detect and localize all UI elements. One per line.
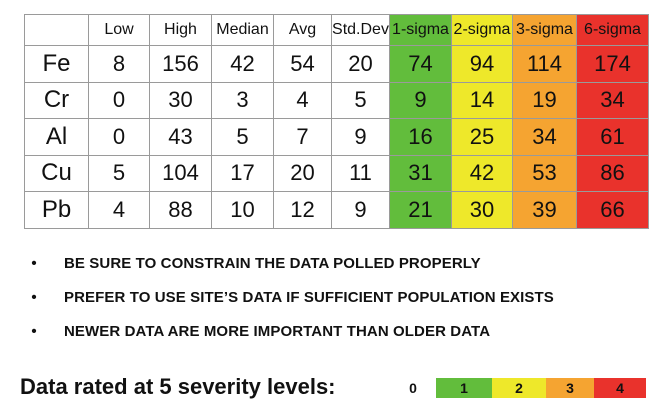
table-header-row: Low High Median Avg Std.Dev 1-sigma 2-si… [24, 14, 649, 46]
header-stddev: Std.Dev [331, 14, 390, 46]
high-cell: 88 [149, 191, 212, 229]
sigma2-cell: 14 [451, 81, 513, 119]
stddev-cell: 20 [331, 45, 390, 83]
sigma6-cell: 86 [576, 154, 649, 192]
bullet-icon: • [31, 255, 37, 272]
sigma3-cell: 34 [512, 118, 577, 156]
sigma6-cell: 66 [576, 191, 649, 229]
severity-level-0: 0 [409, 380, 417, 396]
stddev-cell: 9 [331, 191, 390, 229]
stddev-cell: 5 [331, 81, 390, 119]
median-cell: 17 [211, 154, 274, 192]
sigma2-cell: 25 [451, 118, 513, 156]
notes-list: • BE SURE TO CONSTRAIN THE DATA POLLED P… [28, 250, 648, 352]
low-cell: 8 [88, 45, 150, 83]
table-row: Cu 5 104 17 20 11 31 42 53 86 [24, 154, 649, 192]
high-cell: 104 [149, 154, 212, 192]
sigma2-cell: 42 [451, 154, 513, 192]
header-high: High [149, 14, 212, 46]
note-text: PREFER TO USE SITE’S DATA IF SUFFICIENT … [64, 289, 554, 306]
low-cell: 4 [88, 191, 150, 229]
low-cell: 5 [88, 154, 150, 192]
avg-cell: 54 [273, 45, 332, 83]
note-text: BE SURE TO CONSTRAIN THE DATA POLLED PRO… [64, 255, 481, 272]
sigma1-cell: 16 [389, 118, 452, 156]
header-low: Low [88, 14, 150, 46]
avg-cell: 7 [273, 118, 332, 156]
header-avg: Avg [273, 14, 332, 46]
statistics-table: Low High Median Avg Std.Dev 1-sigma 2-si… [24, 14, 649, 229]
avg-cell: 4 [273, 81, 332, 119]
median-cell: 5 [211, 118, 274, 156]
sigma1-cell: 9 [389, 81, 452, 119]
header-1-sigma: 1-sigma [389, 14, 452, 46]
high-cell: 30 [149, 81, 212, 119]
table-row: Al 0 43 5 7 9 16 25 34 61 [24, 118, 649, 156]
sigma1-cell: 74 [389, 45, 452, 83]
stddev-cell: 9 [331, 118, 390, 156]
element-cell: Cr [24, 81, 89, 119]
median-cell: 10 [211, 191, 274, 229]
avg-cell: 20 [273, 154, 332, 192]
low-cell: 0 [88, 81, 150, 119]
high-cell: 156 [149, 45, 212, 83]
element-cell: Fe [24, 45, 89, 83]
header-6-sigma: 6-sigma [576, 14, 649, 46]
bullet-icon: • [31, 289, 37, 306]
sigma3-cell: 19 [512, 81, 577, 119]
sigma3-cell: 39 [512, 191, 577, 229]
sigma2-cell: 30 [451, 191, 513, 229]
severity-level-2: 2 [492, 378, 546, 398]
sigma1-cell: 31 [389, 154, 452, 192]
low-cell: 0 [88, 118, 150, 156]
header-median: Median [211, 14, 274, 46]
high-cell: 43 [149, 118, 212, 156]
note-text: NEWER DATA ARE MORE IMPORTANT THAN OLDER… [64, 323, 491, 340]
sigma6-cell: 174 [576, 45, 649, 83]
element-cell: Pb [24, 191, 89, 229]
sigma3-cell: 114 [512, 45, 577, 83]
header-3-sigma: 3-sigma [512, 14, 577, 46]
median-cell: 42 [211, 45, 274, 83]
element-cell: Al [24, 118, 89, 156]
list-item: • PREFER TO USE SITE’S DATA IF SUFFICIEN… [28, 284, 648, 318]
sigma6-cell: 34 [576, 81, 649, 119]
element-cell: Cu [24, 154, 89, 192]
sigma3-cell: 53 [512, 154, 577, 192]
stddev-cell: 11 [331, 154, 390, 192]
severity-level-1: 1 [436, 378, 492, 398]
header-2-sigma: 2-sigma [451, 14, 513, 46]
median-cell: 3 [211, 81, 274, 119]
severity-level-3: 3 [546, 378, 594, 398]
severity-legend-title: Data rated at 5 severity levels: [20, 374, 336, 399]
severity-level-4: 4 [594, 378, 646, 398]
list-item: • BE SURE TO CONSTRAIN THE DATA POLLED P… [28, 250, 648, 284]
list-item: • NEWER DATA ARE MORE IMPORTANT THAN OLD… [28, 318, 648, 352]
avg-cell: 12 [273, 191, 332, 229]
table-row: Pb 4 88 10 12 9 21 30 39 66 [24, 191, 649, 229]
header-element [24, 14, 89, 46]
sigma1-cell: 21 [389, 191, 452, 229]
sigma6-cell: 61 [576, 118, 649, 156]
table-row: Cr 0 30 3 4 5 9 14 19 34 [24, 81, 649, 119]
sigma2-cell: 94 [451, 45, 513, 83]
table-row: Fe 8 156 42 54 20 74 94 114 174 [24, 45, 649, 83]
bullet-icon: • [31, 323, 37, 340]
